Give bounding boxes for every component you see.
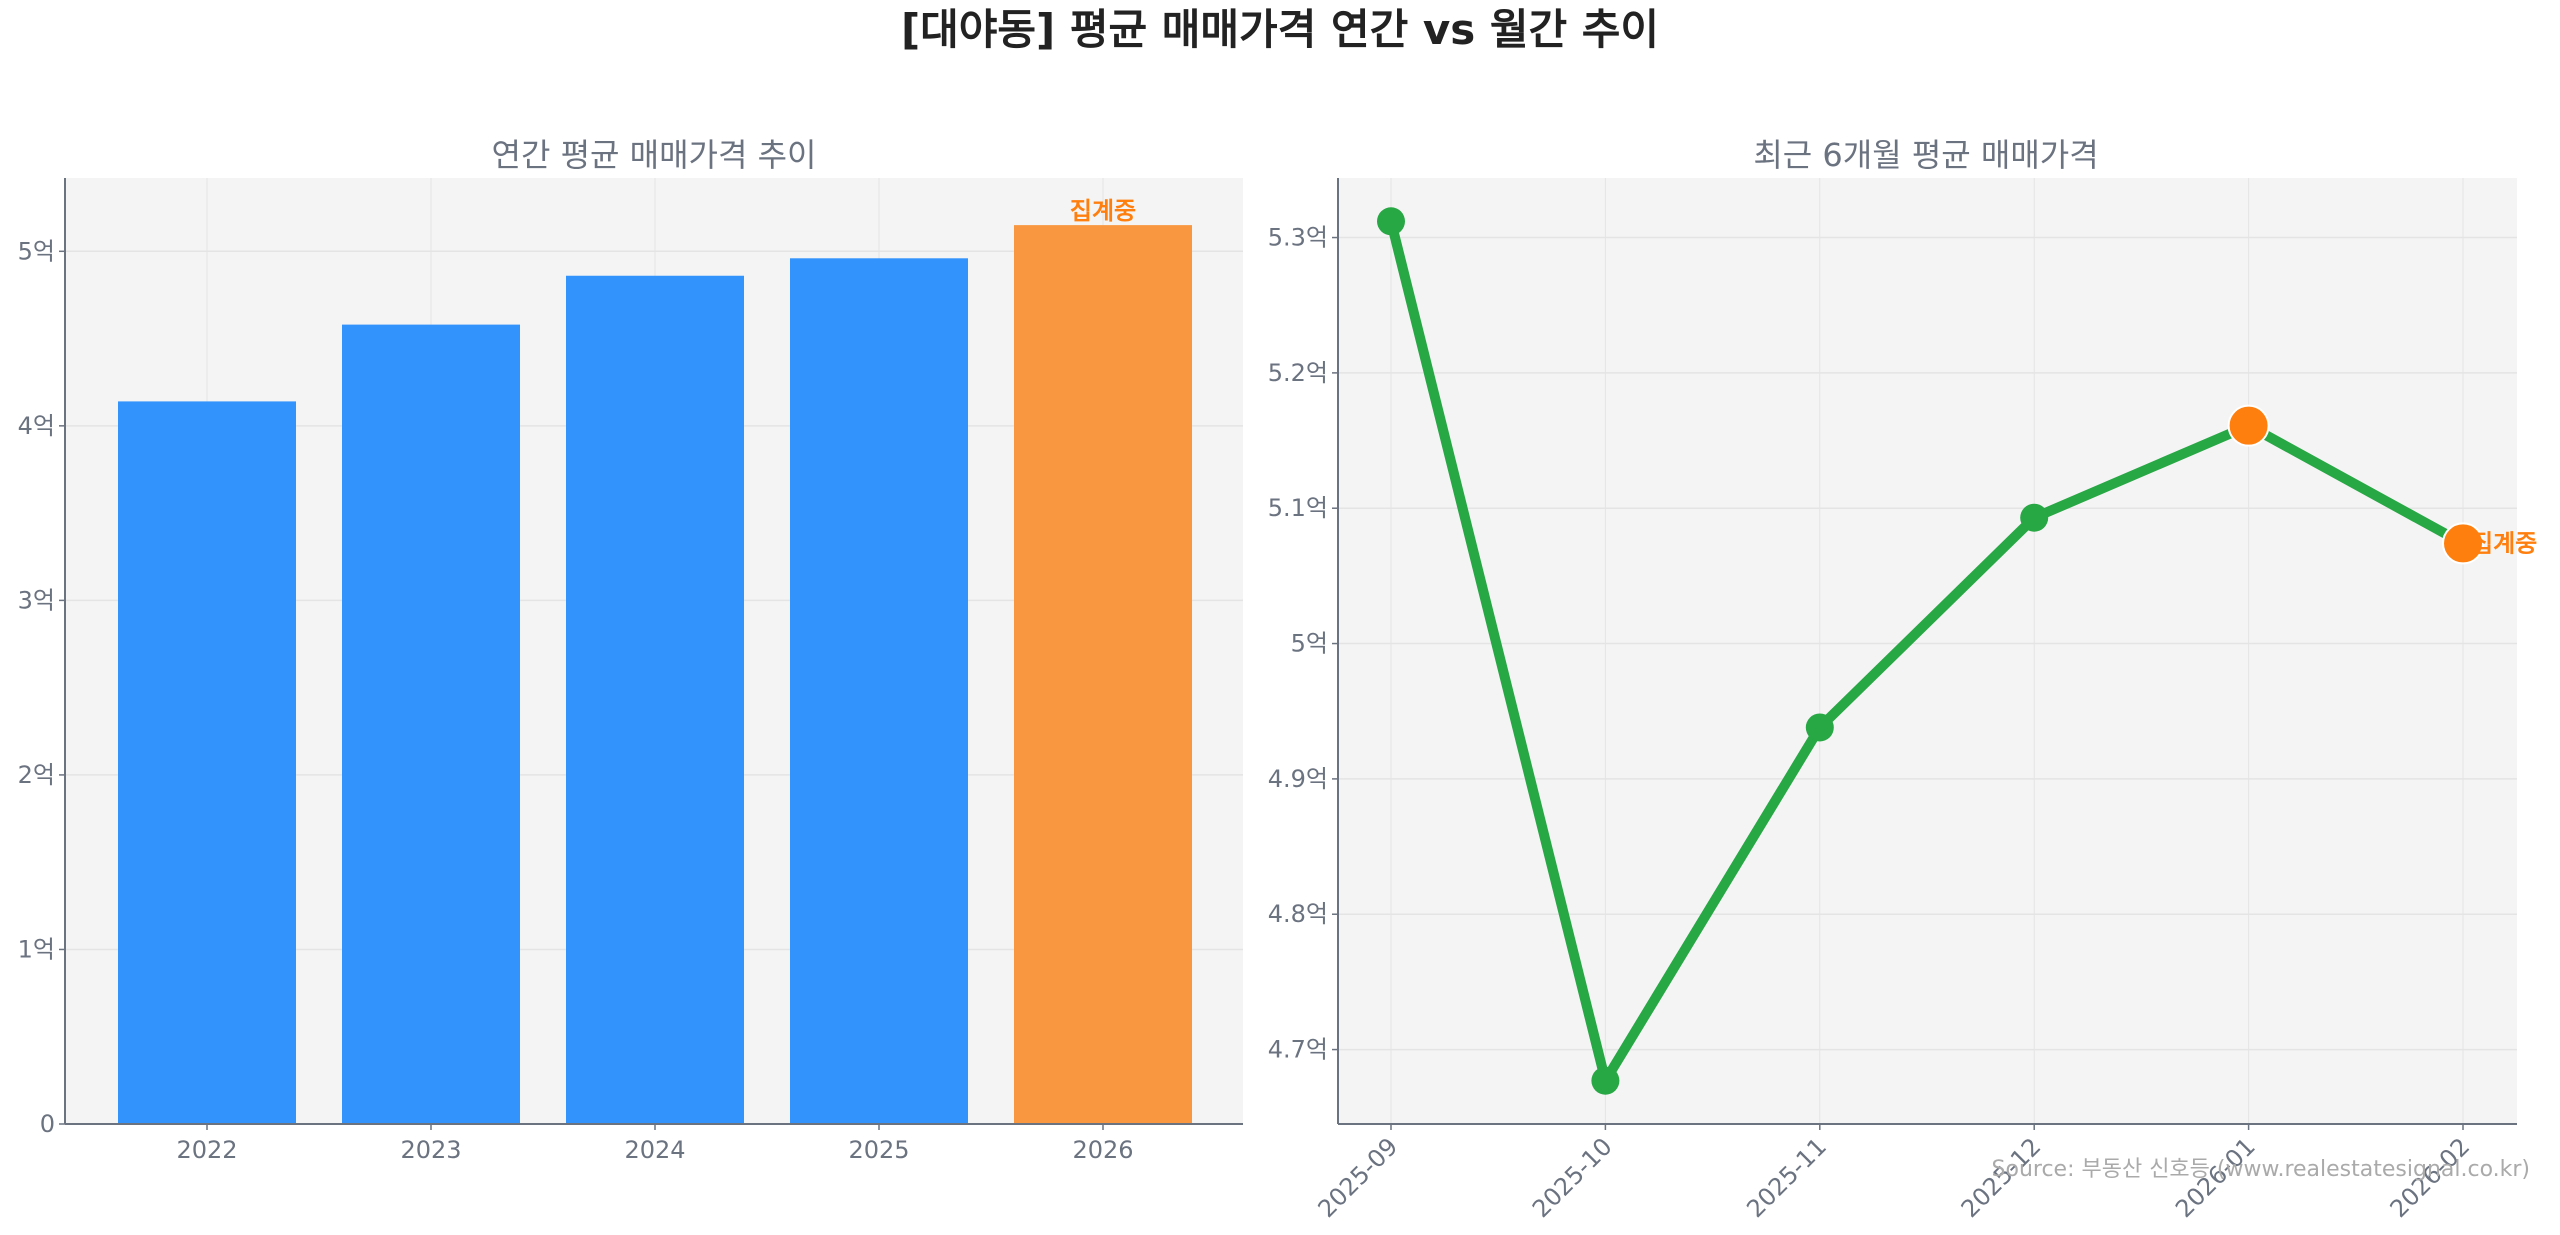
- annual-chart-title: 연간 평균 매매가격 추이: [492, 136, 817, 174]
- y-tick-label: 4.7억: [1268, 1036, 1328, 1064]
- source-note: Source: 부동산 신호등 (www.realestatesignal.co…: [1992, 1157, 2530, 1182]
- y-tick-label: 5.3억: [1268, 224, 1328, 252]
- bar-2025: [790, 258, 968, 1124]
- bar-2026: [1014, 225, 1192, 1124]
- y-tick-label: 3억: [18, 586, 55, 614]
- bar-2022: [118, 401, 296, 1124]
- x-tick-label: 2023: [400, 1136, 461, 1164]
- y-tick-label: 4억: [18, 412, 55, 440]
- x-tick-label: 2026: [1072, 1136, 1133, 1164]
- y-tick-label: 4.8억: [1268, 900, 1328, 928]
- partial-point-marker: [2227, 404, 2270, 447]
- y-tick-label: 0: [40, 1110, 55, 1138]
- y-tick-label: 5.2억: [1268, 359, 1328, 387]
- x-tick-label: 2025-09: [1313, 1132, 1404, 1223]
- point-marker: [1805, 713, 1834, 742]
- price-line: [1386, 220, 2466, 1086]
- x-tick-label: 2025-10: [1527, 1132, 1618, 1223]
- y-tick-label: 1억: [18, 935, 55, 963]
- monthly-chart-title: 최근 6개월 평균 매매가격: [1753, 136, 2098, 174]
- x-tick-label: 2025-11: [1741, 1132, 1832, 1223]
- plot-area: [1338, 178, 2517, 1124]
- partial-annotation: 집계중: [1070, 197, 1136, 225]
- x-tick-label: 2022: [176, 1136, 237, 1164]
- y-tick-label: 4.9억: [1268, 765, 1328, 793]
- monthly-line-chart: 최근 6개월 평균 매매가격 2025-09 2025-10 2025-11 2025…: [1268, 136, 2538, 1223]
- point-marker: [2020, 503, 2049, 532]
- y-tick-label: 5억: [18, 237, 55, 265]
- partial-point-marker: [2442, 522, 2484, 565]
- figure-title: [대야동] 평균 매매가격 연간 vs 월간 추이: [901, 5, 1659, 54]
- x-tick-label: 2025: [848, 1136, 909, 1164]
- y-tick-label: 5.1억: [1268, 494, 1328, 522]
- partial-annotation: 집계중: [2471, 529, 2537, 557]
- annual-bar-chart: 연간 평균 매매가격 추이 0 1억 2억 3억 4억 5억 2022 2023 2024 202…: [18, 136, 1243, 1164]
- y-tick-label: 2억: [18, 761, 55, 789]
- x-tick-label: 2024: [624, 1136, 685, 1164]
- point-marker: [1377, 207, 1405, 236]
- bar-2024: [566, 275, 744, 1124]
- point-marker: [1591, 1066, 1620, 1095]
- bar-2023: [342, 324, 520, 1124]
- y-tick-label: 5억: [1291, 630, 1328, 658]
